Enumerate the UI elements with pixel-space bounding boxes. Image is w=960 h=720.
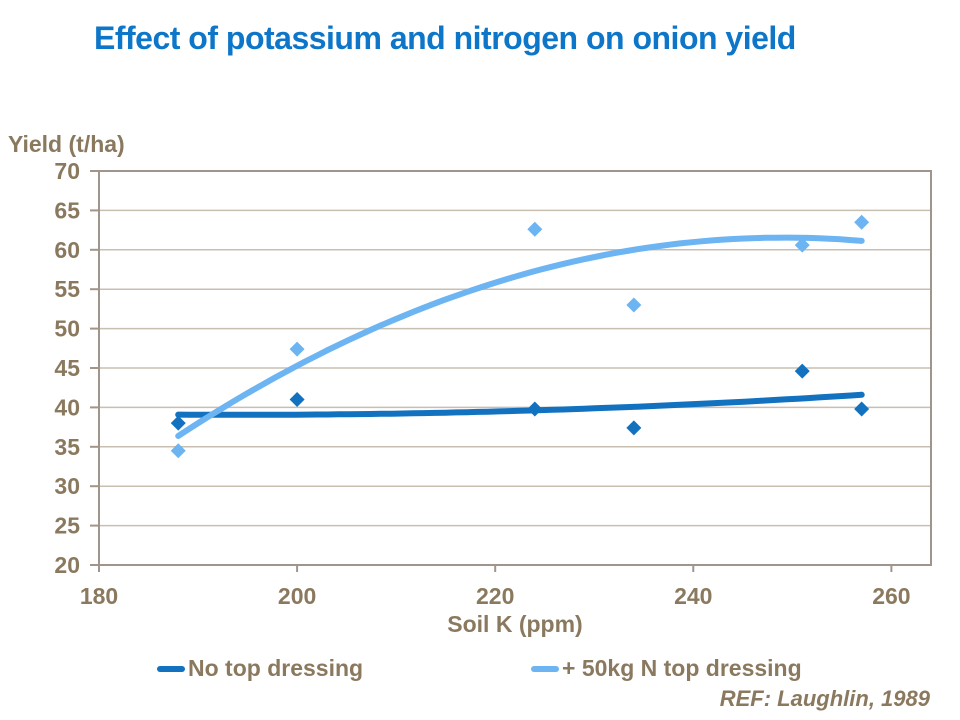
legend-swatch-50kg-n: [531, 665, 559, 672]
y-tick-label: 20: [54, 552, 80, 578]
data-point-series-0: [794, 363, 810, 379]
y-tick-label: 25: [54, 513, 80, 539]
data-point-series-0: [289, 392, 305, 408]
y-tick-label: 65: [54, 197, 80, 223]
data-point-series-0: [854, 401, 870, 417]
y-tick-label: 40: [54, 394, 80, 420]
trendline-series-0: [175, 391, 865, 418]
reference-note: REF: Laughlin, 1989: [719, 686, 930, 711]
data-point-series-1: [626, 297, 642, 313]
y-tick-label: 45: [54, 355, 80, 381]
data-point-series-0: [626, 420, 642, 436]
y-axis-title: Yield (t/ha): [8, 131, 125, 157]
legend-label-no-top-dressing: No top dressing: [188, 655, 364, 681]
y-tick-label: 60: [54, 237, 80, 263]
data-point-series-1: [527, 221, 543, 237]
data-point-series-1: [170, 443, 186, 459]
legend-item-no-top-dressing: No top dressing: [157, 655, 363, 682]
x-tick-label: 220: [476, 583, 514, 609]
data-point-series-1: [289, 341, 305, 357]
y-tick-label: 50: [54, 316, 80, 342]
x-tick-label: 180: [80, 583, 118, 609]
legend-item-50kg-n: + 50kg N top dressing: [531, 655, 802, 682]
data-point-series-1: [794, 237, 810, 253]
data-point-series-0: [527, 401, 543, 417]
y-tick-label: 70: [54, 158, 80, 184]
trendline-series-1: [175, 234, 865, 439]
legend-label-50kg-n: + 50kg N top dressing: [562, 655, 802, 681]
y-tick-label: 35: [54, 434, 80, 460]
y-tick-label: 30: [54, 473, 80, 499]
data-point-series-1: [854, 214, 870, 230]
x-axis-title: Soil K (ppm): [447, 611, 583, 637]
x-tick-label: 260: [872, 583, 910, 609]
x-tick-label: 200: [278, 583, 316, 609]
legend-swatch-no-top-dressing: [157, 665, 185, 672]
data-point-series-0: [170, 415, 186, 431]
chart-title: Effect of potassium and nitrogen on onio…: [94, 20, 796, 56]
y-tick-label: 55: [54, 276, 80, 302]
x-tick-label: 240: [674, 583, 712, 609]
